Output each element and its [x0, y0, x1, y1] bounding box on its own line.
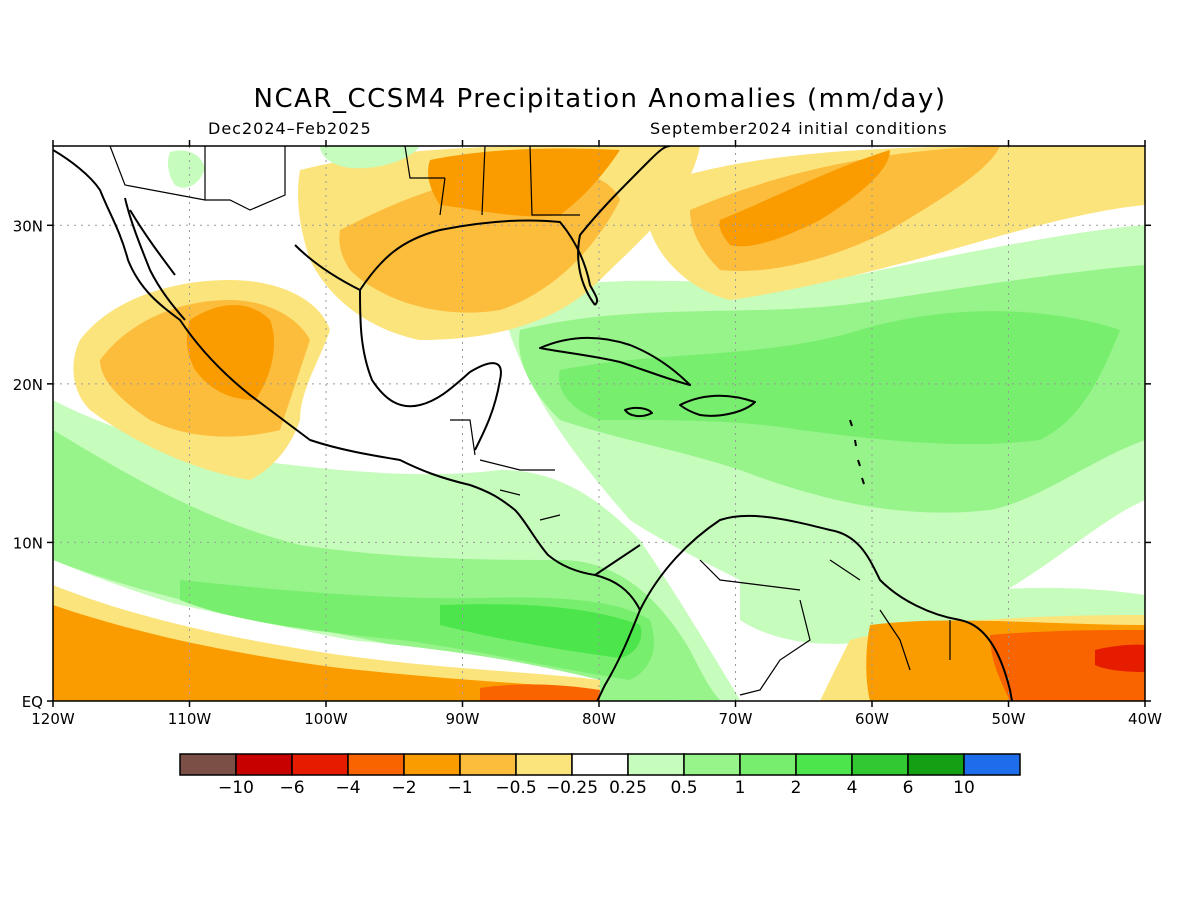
coastline-hispaniola: [679, 394, 756, 417]
legend-label: 4: [847, 778, 858, 798]
axis-ticks: [47, 140, 1151, 707]
latitude-labels: EQ 10N 20N 30N: [13, 217, 43, 711]
anomaly-region: [559, 311, 1120, 445]
legend-label: −6: [279, 778, 304, 798]
legend-label: −2: [391, 778, 416, 798]
longitude-label: 40W: [1128, 710, 1162, 728]
anomaly-region: [167, 150, 205, 188]
legend-swatch: [795, 753, 853, 776]
legend-label: 0.5: [670, 778, 697, 798]
anomaly-region: [440, 604, 642, 658]
color-legend-labels: −10 −6 −4 −2 −1 −0.5 −0.25 0.25 0.5 1 2 4 6 10: [218, 778, 975, 798]
coastline-jamaica: [624, 406, 653, 418]
border-central-america: [450, 419, 561, 521]
legend-swatch: [683, 753, 741, 776]
forecast-period: Dec2024–Feb2025: [208, 119, 372, 138]
longitude-label: 80W: [582, 710, 616, 728]
coastline-cuba: [539, 336, 691, 386]
legend-swatch: [739, 753, 797, 776]
anomaly-region: [1095, 644, 1145, 672]
legend-swatch: [347, 753, 405, 776]
anomaly-region: [53, 605, 600, 701]
border-south-america: [699, 559, 951, 696]
legend-swatch: [627, 753, 685, 776]
coastline-us-east: [577, 146, 671, 306]
legend-label: −4: [335, 778, 360, 798]
border-us-mexico: [109, 146, 286, 211]
legend-swatch: [571, 753, 629, 776]
longitude-labels: 120W 110W 100W 90W 80W 70W 60W 50W 40W: [31, 710, 1162, 728]
longitude-label: 110W: [168, 710, 212, 728]
anomaly-region: [53, 560, 600, 690]
longitude-label: 90W: [446, 710, 480, 728]
border-us-states: [404, 146, 580, 216]
coastlines: [53, 146, 1013, 701]
coastline-south-america: [594, 514, 1013, 701]
grid-lines: [53, 146, 1145, 701]
longitude-label: 100W: [304, 710, 348, 728]
legend-swatch: [291, 753, 349, 776]
legend-swatch: [963, 753, 1021, 776]
color-legend: [179, 753, 1021, 776]
legend-label: −0.25: [546, 778, 598, 798]
anomaly-region: [480, 684, 600, 701]
legend-label: −1: [447, 778, 472, 798]
longitude-label: 50W: [992, 710, 1026, 728]
legend-label: 10: [953, 778, 975, 798]
longitude-label: 120W: [31, 710, 75, 728]
legend-swatch: [235, 753, 293, 776]
coastline-gulf: [294, 244, 502, 451]
initial-conditions: September2024 initial conditions: [650, 119, 948, 138]
legend-label: 1: [735, 778, 746, 798]
anomaly-region: [180, 580, 654, 680]
latitude-label: 30N: [13, 217, 43, 235]
latitude-label: 10N: [13, 534, 43, 552]
map-title: NCAR_CCSM4 Precipitation Anomalies (mm/d…: [253, 84, 947, 114]
longitude-label: 60W: [855, 710, 889, 728]
latitude-label: 20N: [13, 376, 43, 394]
legend-label: −10: [218, 778, 254, 798]
coastline-baja: [124, 197, 186, 321]
legend-swatch: [851, 753, 909, 776]
legend-label: 6: [903, 778, 914, 798]
legend-swatch: [459, 753, 517, 776]
anomaly-region: [740, 580, 1145, 644]
anomaly-field: [53, 146, 1145, 701]
coastline-lesser-antilles: [849, 419, 865, 485]
anomaly-region: [719, 150, 890, 247]
legend-label: 2: [791, 778, 802, 798]
coastline-us-gulf: [359, 219, 599, 306]
longitude-label: 70W: [719, 710, 753, 728]
legend-label: −0.5: [495, 778, 536, 798]
legend-label: 0.25: [609, 778, 647, 798]
coastline-north-america: [53, 149, 641, 576]
legend-swatch: [403, 753, 461, 776]
country-borders: [109, 146, 951, 696]
anomaly-region: [320, 146, 420, 169]
legend-swatch: [515, 753, 573, 776]
legend-swatch: [179, 753, 237, 776]
latitude-label: EQ: [22, 693, 43, 711]
anomaly-region: [428, 148, 620, 217]
anomaly-region: [186, 305, 275, 400]
legend-swatch: [907, 753, 965, 776]
